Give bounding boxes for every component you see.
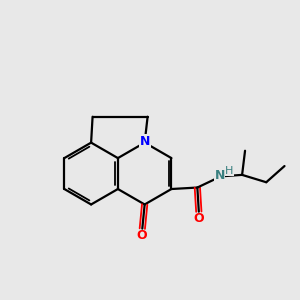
Text: O: O <box>194 212 204 225</box>
Text: O: O <box>136 229 147 242</box>
Text: H: H <box>225 166 233 176</box>
Text: N: N <box>140 135 150 148</box>
Text: N: N <box>214 169 225 182</box>
